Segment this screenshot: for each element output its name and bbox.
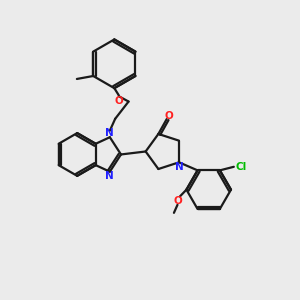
Text: N: N: [105, 171, 114, 181]
Text: O: O: [114, 96, 123, 106]
Text: N: N: [105, 128, 114, 138]
Text: Cl: Cl: [235, 162, 246, 172]
Text: O: O: [173, 196, 182, 206]
Text: N: N: [175, 162, 184, 172]
Text: O: O: [164, 110, 173, 121]
